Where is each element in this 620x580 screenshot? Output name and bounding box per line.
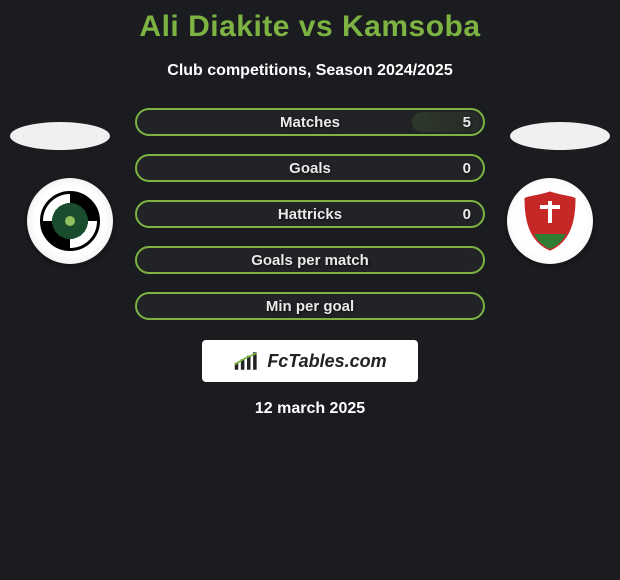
stat-row-min-per-goal: Min per goal [135, 292, 485, 320]
stat-row-matches: Matches 5 [135, 108, 485, 136]
stat-label: Hattricks [278, 206, 342, 223]
club-badge-left [27, 178, 113, 264]
date-label: 12 march 2025 [0, 400, 620, 418]
stat-label: Matches [280, 114, 340, 131]
brand-text: FcTables.com [267, 351, 386, 372]
brand-logo: FcTables.com [202, 340, 418, 382]
stat-row-goals: Goals 0 [135, 154, 485, 182]
stat-value-right: 0 [463, 206, 471, 223]
club-badge-right [507, 178, 593, 264]
stat-value-right: 5 [463, 114, 471, 131]
stat-label: Goals [289, 160, 331, 177]
stat-value-right: 0 [463, 160, 471, 177]
club-crest-left [40, 191, 100, 251]
stats-panel: Matches 5 Goals 0 Hattricks 0 Goals per … [135, 108, 485, 320]
stat-label: Goals per match [251, 252, 369, 269]
player-avatar-left [10, 122, 110, 150]
bar-chart-icon [233, 350, 261, 372]
stat-label: Min per goal [266, 298, 354, 315]
player-avatar-right [510, 122, 610, 150]
stat-row-goals-per-match: Goals per match [135, 246, 485, 274]
page-title: Ali Diakite vs Kamsoba [0, 0, 620, 44]
subtitle: Club competitions, Season 2024/2025 [0, 62, 620, 80]
stat-row-hattricks: Hattricks 0 [135, 200, 485, 228]
club-crest-right [518, 189, 582, 253]
